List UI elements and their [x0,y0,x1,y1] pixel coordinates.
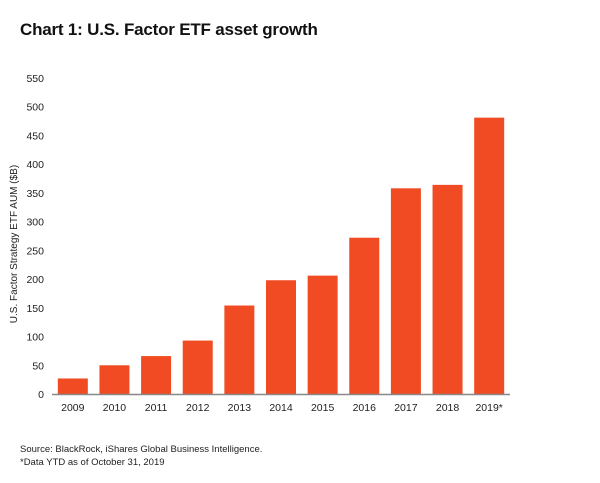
y-tick-label: 500 [26,102,44,114]
y-tick-label: 0 [38,389,44,401]
x-tick-label: 2009 [61,402,85,414]
bar-2012 [182,340,213,394]
y-tick-label: 250 [26,245,44,257]
y-tick-label: 550 [26,73,44,85]
bar-2018 [432,184,463,394]
y-tick-label: 100 [26,332,44,344]
x-tick-label: 2018 [436,402,460,414]
x-tick-label: 2014 [269,402,293,414]
y-tick-label: 350 [26,188,44,200]
x-tick-label: 2010 [103,402,127,414]
bar-2014 [266,280,296,394]
y-tick-label: 300 [26,217,44,229]
x-tick-label: 2019* [475,402,502,414]
y-tick-label: 50 [32,360,44,372]
y-tick-label: 400 [26,159,44,171]
x-tick-label: 2011 [145,402,168,414]
y-axis-label: U.S. Factor Strategy ETF AUM ($B) [9,165,20,323]
bar-2016 [349,237,380,394]
source-note: Source: BlackRock, iShares Global Busine… [20,444,263,455]
chart-title: Chart 1: U.S. Factor ETF asset growth [20,20,318,39]
y-tick-label: 200 [26,274,44,286]
bar-2015 [307,275,338,394]
x-tick-label: 2017 [394,402,418,414]
bar-2019 [474,117,505,394]
x-tick-label: 2012 [186,402,210,414]
bar-2011 [141,356,172,394]
bar-2010 [99,365,130,394]
x-tick-label: 2013 [228,402,252,414]
bar-2013 [224,305,255,394]
footnote: *Data YTD as of October 31, 2019 [20,457,165,468]
y-tick-label: 450 [26,130,44,142]
x-tick-label: 2015 [311,402,335,414]
bar-2009 [57,378,88,394]
y-tick-label: 150 [26,303,44,315]
x-tick-label: 2016 [353,402,377,414]
bar-2017 [390,188,421,394]
